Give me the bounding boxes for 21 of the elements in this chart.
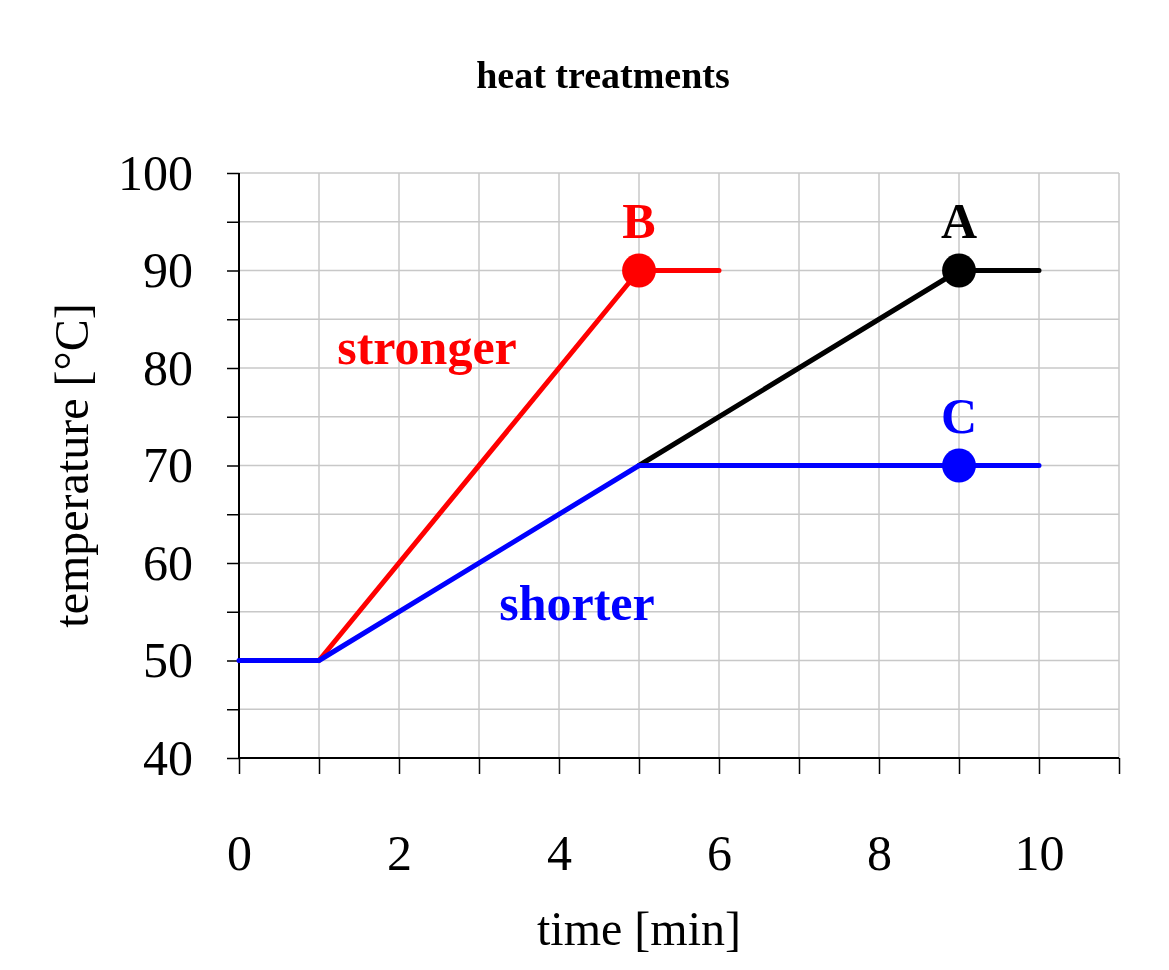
series-label: A bbox=[940, 192, 978, 249]
y-tick-label: 50 bbox=[143, 632, 193, 688]
y-tick-label: 80 bbox=[143, 339, 193, 396]
annotation: stronger bbox=[337, 319, 517, 375]
y-tick-label: 90 bbox=[143, 242, 193, 298]
y-tick-label: 60 bbox=[143, 534, 193, 591]
x-tick-label: 2 bbox=[387, 824, 412, 881]
x-tick-label: 10 bbox=[1014, 824, 1065, 881]
x-tick-label: 6 bbox=[707, 824, 732, 881]
y-tick-label: 70 bbox=[143, 437, 193, 493]
series-label: C bbox=[940, 387, 978, 444]
x-tick-label: 4 bbox=[547, 824, 572, 881]
x-tick-label: 8 bbox=[867, 824, 892, 881]
x-tick-label: 0 bbox=[227, 824, 252, 881]
x-axis-title: time [min] bbox=[537, 902, 741, 955]
y-axis-title: temperature [°C] bbox=[45, 303, 98, 628]
y-tick-label: 40 bbox=[143, 729, 193, 786]
annotation: shorter bbox=[499, 575, 655, 631]
series-label: B bbox=[622, 192, 656, 249]
y-tick-label: 100 bbox=[118, 144, 193, 201]
chart-title: heat treatments bbox=[476, 54, 730, 96]
